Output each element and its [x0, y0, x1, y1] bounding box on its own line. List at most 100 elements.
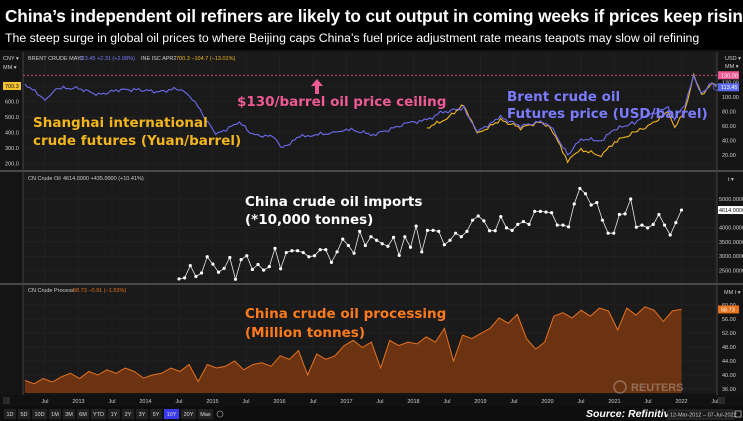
imports-data-point — [386, 244, 390, 248]
currency-selector-left[interactable]: CNY ▾ — [3, 56, 19, 62]
range-button-bg[interactable] — [150, 409, 162, 419]
watermark-text: REUTERS — [631, 382, 684, 394]
imports-data-point — [420, 250, 424, 254]
range-button-bg[interactable] — [91, 409, 106, 419]
imports-data-point — [414, 224, 418, 228]
range-button-bg[interactable] — [198, 409, 213, 419]
x-tick-label: Jul — [510, 399, 517, 405]
range-button-1m[interactable]: 1M — [49, 409, 61, 419]
range-button-label: 2Y — [125, 412, 132, 418]
imports-data-point — [284, 250, 288, 255]
chart-title: China’s independent oil refiners are lik… — [5, 6, 743, 26]
range-button-bg[interactable] — [77, 409, 89, 419]
range-button-bg[interactable] — [32, 409, 47, 419]
imports-data-point — [397, 253, 401, 257]
right-tick-label: 5000.0000 — [719, 197, 743, 203]
range-button-label: 1Y — [111, 412, 118, 418]
range-button-bg[interactable] — [18, 409, 30, 419]
mm-selector-right[interactable]: MM ▾ — [725, 64, 739, 70]
right-tick-label: 40.00 — [722, 139, 736, 145]
imports-data-point — [578, 186, 582, 191]
imports-data-point — [516, 222, 520, 226]
brent-annotation-line2: Futures price (USD/barrel) — [507, 106, 708, 122]
settings-gear-icon[interactable] — [216, 410, 224, 418]
range-button-5y[interactable]: 5Y — [150, 409, 162, 419]
imports-data-point — [634, 225, 638, 229]
imports-data-point — [555, 223, 559, 227]
right-tick-label: 3500.0000 — [719, 240, 743, 246]
imports-data-point — [437, 229, 441, 234]
range-button-20y[interactable]: 20Y — [181, 409, 196, 419]
range-button-10d[interactable]: 10D — [32, 409, 47, 419]
range-button-bg[interactable] — [181, 409, 196, 419]
range-button-label: 3Y — [139, 412, 146, 418]
range-button-5d[interactable]: 5D — [18, 409, 30, 419]
imports-data-point — [358, 229, 362, 234]
range-button-2y[interactable]: 2Y — [122, 409, 134, 419]
x-tick-label: Jul — [711, 399, 718, 405]
range-buttons: 1D 5D 10D 1M 3M 6M YTD 1Y 2Y 3Y 5Y 10Y 20Y Max — [4, 409, 224, 419]
x-tick-label: 2015 — [206, 399, 218, 405]
range-button-bg[interactable] — [122, 409, 134, 419]
right-tick-label: 100.00 — [722, 95, 739, 101]
range-button-10y[interactable]: 10Y — [164, 409, 179, 419]
calendar-icon[interactable] — [734, 410, 742, 418]
x-tick-label: Jul — [108, 399, 115, 405]
imports-data-point — [239, 257, 243, 262]
imports-data-point — [335, 250, 339, 254]
imports-data-point — [448, 238, 452, 242]
imports-data-point — [205, 255, 209, 259]
imports-data-point — [482, 219, 486, 223]
imports-data-point — [290, 249, 294, 253]
date-range-field[interactable] — [667, 409, 734, 420]
ceiling-value-tag — [718, 71, 739, 80]
imports-data-point — [487, 229, 492, 233]
range-button-bg[interactable] — [49, 409, 61, 419]
x-axis-ticks: Jul 2013 Jul 2014 Jul 2015 Jul 2016 Jul 2017 Jul 20… — [3, 397, 725, 405]
range-button-bg[interactable] — [136, 409, 148, 419]
scroll-left-button[interactable] — [3, 397, 10, 404]
x-tick-label: Jul — [644, 399, 651, 405]
mm-selector-left[interactable]: MM ▾ — [3, 65, 17, 71]
range-button-bg[interactable] — [63, 409, 75, 419]
range-button-1d[interactable]: 1D — [4, 409, 16, 419]
ine-last-value-tag — [3, 82, 21, 90]
range-button-1y[interactable]: 1Y — [108, 409, 120, 419]
range-button-max[interactable]: Max — [198, 409, 213, 419]
unit-selector-imports[interactable]: t ▾ — [728, 177, 734, 183]
date-range-text: 12-Mar-2012 – 07-Jul-2022 — [670, 413, 737, 419]
imports-data-point — [199, 271, 204, 275]
currency-selector-right[interactable]: USD ▾ — [725, 56, 741, 62]
right-tick-label: 20.00 — [722, 153, 736, 159]
right-tick-label: 3000.0000 — [719, 254, 743, 260]
x-tick-label: 2017 — [340, 399, 352, 405]
imports-data-point — [459, 235, 463, 239]
right-tick-label: 52.00 — [722, 331, 736, 337]
imports-data-point — [454, 231, 458, 235]
scroll-right-button[interactable] — [718, 397, 725, 404]
x-tick-label: Jul — [443, 399, 450, 405]
imports-annotation-line1: China crude oil imports — [245, 194, 422, 210]
imports-data-point — [256, 262, 260, 267]
unit-selector-processing[interactable]: MM t ▾ — [724, 290, 741, 296]
range-button-3m[interactable]: 3M — [63, 409, 75, 419]
ceiling-tag-text: 130.00 — [721, 73, 738, 79]
imports-data-point — [640, 223, 644, 227]
range-button-bg[interactable] — [108, 409, 120, 419]
range-button-bg[interactable] — [164, 409, 179, 419]
reuters-logo-icon — [613, 380, 627, 394]
range-button-6m[interactable]: 6M — [77, 409, 89, 419]
processing-area-fill — [24, 306, 682, 393]
legend-imports-value: 4614.0000 +435.0000 (+10.41%) — [63, 176, 144, 182]
left-tick-label: 300.0 — [5, 146, 19, 152]
imports-data-point — [679, 208, 684, 212]
left-axis-ticks: 700.3 600.0 500.0 400.0 300.0 200.0 — [3, 82, 21, 168]
imports-data-point — [307, 255, 311, 259]
range-button-bg[interactable] — [4, 409, 16, 419]
right-axis-ticks: 120.00100.0080.0060.0040.0020.00130.0011… — [718, 71, 739, 159]
range-button-3y[interactable]: 3Y — [136, 409, 148, 419]
range-button-ytd[interactable]: YTD — [91, 409, 106, 419]
right-tick-label: 48.00 — [722, 345, 736, 351]
chart-subtitle: The steep surge in global oil prices to … — [5, 31, 700, 45]
